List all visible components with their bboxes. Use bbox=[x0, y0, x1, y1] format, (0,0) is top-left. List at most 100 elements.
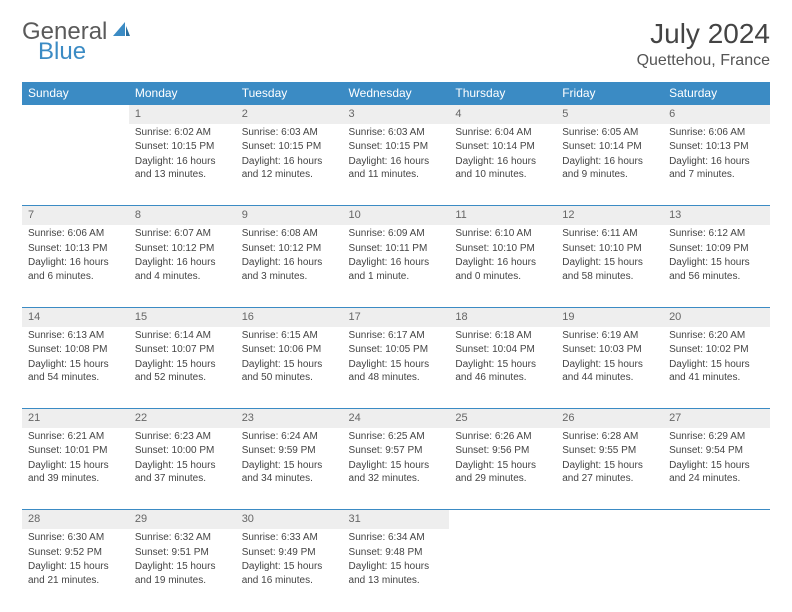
sunset-line: Sunset: 10:08 PM bbox=[28, 343, 123, 357]
sunset-line: Sunset: 9:51 PM bbox=[135, 546, 230, 560]
sunset-line: Sunset: 10:07 PM bbox=[135, 343, 230, 357]
day-body-cell: Sunrise: 6:03 AMSunset: 10:15 PMDaylight… bbox=[236, 124, 343, 206]
sunset-line: Sunset: 10:15 PM bbox=[349, 140, 444, 154]
day-body-cell: Sunrise: 6:12 AMSunset: 10:09 PMDaylight… bbox=[663, 225, 770, 307]
sunrise-line: Sunrise: 6:03 AM bbox=[242, 126, 337, 140]
day-number-cell: 1 bbox=[129, 105, 236, 124]
sunrise-line: Sunrise: 6:05 AM bbox=[562, 126, 657, 140]
sunset-line: Sunset: 10:01 PM bbox=[28, 444, 123, 458]
day-body-cell: Sunrise: 6:34 AMSunset: 9:48 PMDaylight:… bbox=[343, 529, 450, 611]
daylight-line: Daylight: 15 hours and 21 minutes. bbox=[28, 560, 123, 587]
header: General July 2024 Quettehou, France bbox=[22, 18, 770, 70]
daylight-line: Daylight: 15 hours and 46 minutes. bbox=[455, 358, 550, 385]
sunrise-line: Sunrise: 6:09 AM bbox=[349, 227, 444, 241]
sunrise-line: Sunrise: 6:06 AM bbox=[28, 227, 123, 241]
daylight-line: Daylight: 16 hours and 7 minutes. bbox=[669, 155, 764, 182]
sunset-line: Sunset: 9:52 PM bbox=[28, 546, 123, 560]
sunset-line: Sunset: 10:06 PM bbox=[242, 343, 337, 357]
daylight-line: Daylight: 15 hours and 34 minutes. bbox=[242, 459, 337, 486]
weekday-header: Saturday bbox=[663, 82, 770, 105]
day-body-cell: Sunrise: 6:04 AMSunset: 10:14 PMDaylight… bbox=[449, 124, 556, 206]
day-number-cell: 15 bbox=[129, 307, 236, 326]
sunset-line: Sunset: 10:11 PM bbox=[349, 242, 444, 256]
day-body-cell: Sunrise: 6:25 AMSunset: 9:57 PMDaylight:… bbox=[343, 428, 450, 510]
day-number-cell: 4 bbox=[449, 105, 556, 124]
sunrise-line: Sunrise: 6:10 AM bbox=[455, 227, 550, 241]
calendar-table: Sunday Monday Tuesday Wednesday Thursday… bbox=[22, 82, 770, 611]
logo-blue-row: Blue bbox=[38, 38, 86, 66]
sunrise-line: Sunrise: 6:02 AM bbox=[135, 126, 230, 140]
daylight-line: Daylight: 16 hours and 0 minutes. bbox=[455, 256, 550, 283]
day-body-cell: Sunrise: 6:23 AMSunset: 10:00 PMDaylight… bbox=[129, 428, 236, 510]
daylight-line: Daylight: 15 hours and 27 minutes. bbox=[562, 459, 657, 486]
day-number-cell: 27 bbox=[663, 409, 770, 428]
sunrise-line: Sunrise: 6:20 AM bbox=[669, 329, 764, 343]
day-body-cell: Sunrise: 6:33 AMSunset: 9:49 PMDaylight:… bbox=[236, 529, 343, 611]
daylight-line: Daylight: 16 hours and 10 minutes. bbox=[455, 155, 550, 182]
day-number-cell: 14 bbox=[22, 307, 129, 326]
daylight-line: Daylight: 15 hours and 13 minutes. bbox=[349, 560, 444, 587]
day-body-row: Sunrise: 6:13 AMSunset: 10:08 PMDaylight… bbox=[22, 327, 770, 409]
day-number-cell: 20 bbox=[663, 307, 770, 326]
sunrise-line: Sunrise: 6:14 AM bbox=[135, 329, 230, 343]
sunset-line: Sunset: 9:49 PM bbox=[242, 546, 337, 560]
sunset-line: Sunset: 9:57 PM bbox=[349, 444, 444, 458]
day-body-cell: Sunrise: 6:14 AMSunset: 10:07 PMDaylight… bbox=[129, 327, 236, 409]
daylight-line: Daylight: 15 hours and 52 minutes. bbox=[135, 358, 230, 385]
logo-sail-icon bbox=[111, 20, 131, 45]
daylight-line: Daylight: 15 hours and 54 minutes. bbox=[28, 358, 123, 385]
weekday-header: Tuesday bbox=[236, 82, 343, 105]
daylight-line: Daylight: 16 hours and 12 minutes. bbox=[242, 155, 337, 182]
day-number-cell bbox=[449, 510, 556, 529]
day-number-cell: 31 bbox=[343, 510, 450, 529]
month-title: July 2024 bbox=[637, 18, 770, 50]
sunrise-line: Sunrise: 6:30 AM bbox=[28, 531, 123, 545]
day-number-cell: 29 bbox=[129, 510, 236, 529]
sunset-line: Sunset: 10:03 PM bbox=[562, 343, 657, 357]
day-number-row: 78910111213 bbox=[22, 206, 770, 225]
sunset-line: Sunset: 10:02 PM bbox=[669, 343, 764, 357]
sunrise-line: Sunrise: 6:11 AM bbox=[562, 227, 657, 241]
day-body-cell: Sunrise: 6:03 AMSunset: 10:15 PMDaylight… bbox=[343, 124, 450, 206]
sunrise-line: Sunrise: 6:08 AM bbox=[242, 227, 337, 241]
day-body-cell: Sunrise: 6:05 AMSunset: 10:14 PMDaylight… bbox=[556, 124, 663, 206]
sunrise-line: Sunrise: 6:29 AM bbox=[669, 430, 764, 444]
daylight-line: Daylight: 15 hours and 16 minutes. bbox=[242, 560, 337, 587]
day-body-cell: Sunrise: 6:06 AMSunset: 10:13 PMDaylight… bbox=[663, 124, 770, 206]
day-number-row: 21222324252627 bbox=[22, 409, 770, 428]
weekday-header-row: Sunday Monday Tuesday Wednesday Thursday… bbox=[22, 82, 770, 105]
logo-text-blue: Blue bbox=[38, 38, 86, 66]
day-body-cell: Sunrise: 6:30 AMSunset: 9:52 PMDaylight:… bbox=[22, 529, 129, 611]
day-body-row: Sunrise: 6:21 AMSunset: 10:01 PM Daylight… bbox=[22, 428, 770, 510]
daylight-line: Daylight: 15 hours and 37 minutes. bbox=[135, 459, 230, 486]
day-number-cell: 11 bbox=[449, 206, 556, 225]
sunrise-line: Sunrise: 6:19 AM bbox=[562, 329, 657, 343]
sunset-line: Sunset: 10:12 PM bbox=[135, 242, 230, 256]
sunset-line: Sunset: 10:15 PM bbox=[135, 140, 230, 154]
day-number-cell: 8 bbox=[129, 206, 236, 225]
day-number-cell bbox=[663, 510, 770, 529]
daylight-line: Daylight: 15 hours and 50 minutes. bbox=[242, 358, 337, 385]
sunset-line: Sunset: 9:54 PM bbox=[669, 444, 764, 458]
sunset-line: Sunset: 10:12 PM bbox=[242, 242, 337, 256]
daylight-line: Daylight: 16 hours and 6 minutes. bbox=[28, 256, 123, 283]
sunrise-line: Sunrise: 6:21 AM bbox=[28, 430, 123, 444]
sunrise-line: Sunrise: 6:25 AM bbox=[349, 430, 444, 444]
sunset-line: Sunset: 10:14 PM bbox=[455, 140, 550, 154]
sunset-line: Sunset: 10:09 PM bbox=[669, 242, 764, 256]
day-number-cell: 24 bbox=[343, 409, 450, 428]
day-body-cell: Sunrise: 6:09 AMSunset: 10:11 PMDaylight… bbox=[343, 225, 450, 307]
day-body-cell: Sunrise: 6:18 AMSunset: 10:04 PMDaylight… bbox=[449, 327, 556, 409]
sunrise-line: Sunrise: 6:15 AM bbox=[242, 329, 337, 343]
sunrise-line: Sunrise: 6:03 AM bbox=[349, 126, 444, 140]
day-body-cell: Sunrise: 6:06 AMSunset: 10:13 PMDaylight… bbox=[22, 225, 129, 307]
sunrise-line: Sunrise: 6:32 AM bbox=[135, 531, 230, 545]
day-body-cell: Sunrise: 6:15 AMSunset: 10:06 PMDaylight… bbox=[236, 327, 343, 409]
weekday-header: Sunday bbox=[22, 82, 129, 105]
daylight-line: Daylight: 16 hours and 3 minutes. bbox=[242, 256, 337, 283]
daylight-line: Daylight: 15 hours and 44 minutes. bbox=[562, 358, 657, 385]
daylight-line: Daylight: 16 hours and 4 minutes. bbox=[135, 256, 230, 283]
sunset-line: Sunset: 10:00 PM bbox=[135, 444, 230, 458]
day-body-cell: Sunrise: 6:29 AMSunset: 9:54 PMDaylight:… bbox=[663, 428, 770, 510]
day-number-cell: 10 bbox=[343, 206, 450, 225]
